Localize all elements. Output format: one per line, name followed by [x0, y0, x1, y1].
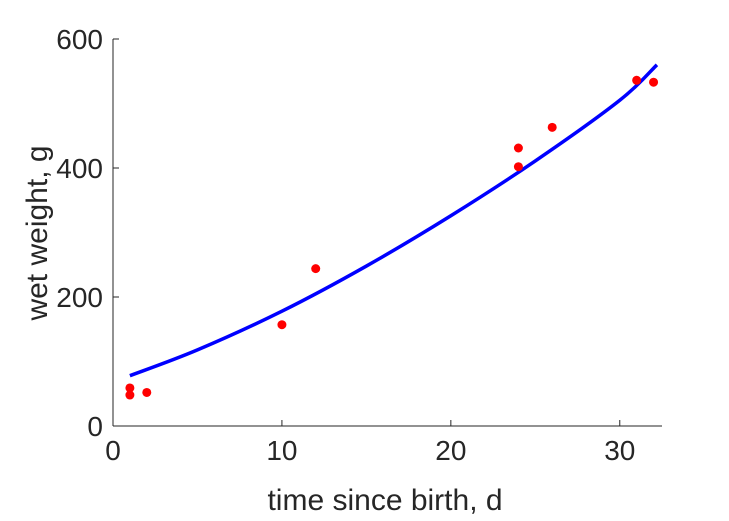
data-point — [547, 122, 557, 132]
fit-curve-group — [129, 63, 659, 378]
data-point — [125, 390, 135, 400]
data-point — [632, 75, 642, 85]
x-tick-label: 30 — [604, 435, 635, 466]
data-point — [513, 162, 523, 172]
fit-curve — [129, 63, 659, 378]
axes: 0 10 20 30 0 200 400 600 — [56, 24, 662, 466]
x-axis-label: time since birth, d — [267, 484, 502, 517]
data-point — [125, 383, 135, 393]
data-point — [649, 77, 659, 87]
x-tick-label: 0 — [105, 435, 121, 466]
y-tick-label: 200 — [56, 282, 103, 313]
y-tick-label: 400 — [56, 153, 103, 184]
y-tick-label: 600 — [56, 24, 103, 55]
y-tick-label: 0 — [87, 411, 103, 442]
data-point — [142, 387, 152, 397]
y-axis-label: wet weight, g — [21, 145, 54, 321]
x-tick-label: 20 — [435, 435, 466, 466]
data-points-group — [125, 75, 659, 400]
data-point — [513, 143, 523, 153]
data-point — [277, 320, 287, 330]
x-tick-label: 10 — [266, 435, 297, 466]
data-point — [311, 264, 321, 274]
